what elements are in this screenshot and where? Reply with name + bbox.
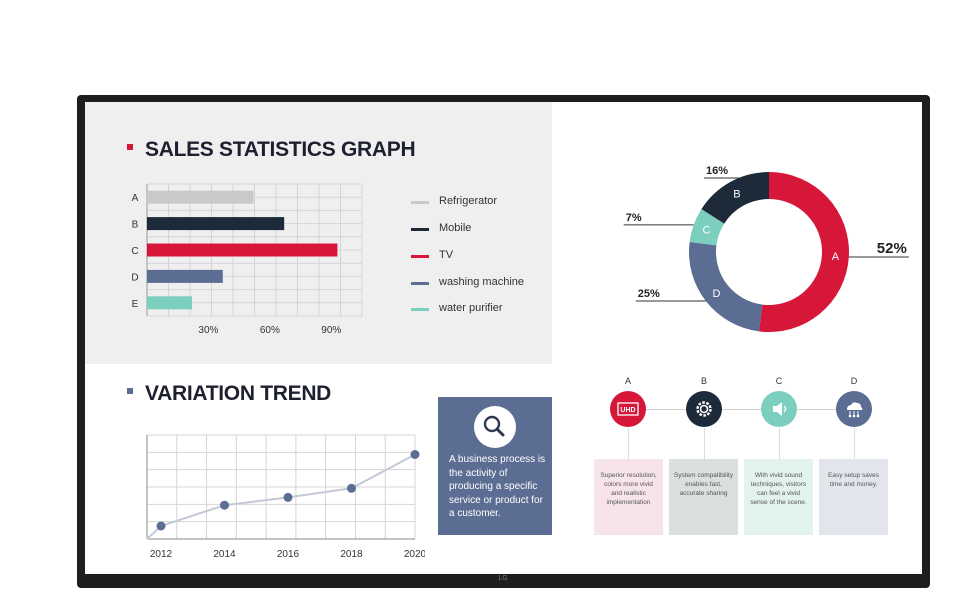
legend-label-tv: TV [439,249,454,261]
feature-d-stem [854,428,855,459]
donut-slice-label: B [733,189,740,201]
trend-title-row: VARIATION TREND [127,382,331,406]
donut-pct-label: 7% [626,212,642,224]
trend-x-label: 2012 [150,549,173,560]
tv-bezel: SALES STATISTICS GRAPH A B C D E 30% 60% 90% Re… [77,95,930,588]
sales-title: SALES STATISTICS GRAPH [145,138,416,161]
donut-slice-d [689,241,763,332]
bar-category-label: A [132,193,139,204]
donut-slice-label: C [702,224,710,236]
legend-label-water-purifier: water purifier [439,302,503,314]
info-box-text: A business process is the activity of pr… [449,454,546,519]
donut-pct-label: 52% [877,240,907,257]
bar-tick-label: 30% [198,325,218,336]
trend-x-label: 2018 [340,549,363,560]
trend-point [410,450,420,459]
bar-category-label: D [131,272,138,283]
feature-a-box: Superior resolution, colors more vivid a… [594,459,663,535]
trend-x-label: 2014 [213,549,236,560]
trend-line-chart: 2012 2014 2016 2018 2020 [146,434,425,560]
tv-screen: SALES STATISTICS GRAPH A B C D E 30% 60% 90% Re… [85,102,922,574]
trend-point [156,521,166,531]
legend-swatch-mobile [411,228,429,231]
sales-bar-chart: A B C D E 30% 60% 90% [131,183,363,336]
donut-slice-b [701,172,769,224]
sales-title-marker [127,144,133,151]
bar-c [147,243,338,257]
donut-slice-a [758,172,849,332]
feature-b-stem [704,428,705,459]
gear-icon [686,391,722,427]
bar-d [147,269,223,283]
uhd-icon-text: UHD [620,407,635,414]
trend-point [220,500,229,510]
feature-a-letter: A [624,376,631,386]
bar-category-label: B [132,220,139,231]
legend-swatch-refrigerator [411,201,429,204]
bar-tick-label: 90% [321,325,341,336]
info-box: A business process is the activity of pr… [438,397,552,535]
donut-chart: A D C B 52% 25% 7% 16% [623,165,909,332]
trend-point [347,483,356,493]
sales-title-row: SALES STATISTICS GRAPH [127,138,416,162]
feature-b-box: System compatibility enables fast, accur… [669,459,738,535]
feature-c-stem [779,428,780,459]
bar-category-label: C [131,246,138,257]
donut-pct-label: 16% [706,165,728,177]
legend-swatch-tv [411,255,429,258]
feature-b-letter: B [700,376,707,386]
feature-d-box: Easy setup saves time and money. [819,459,888,535]
bar-a [147,190,254,204]
trend-title-marker [127,388,133,395]
feature-d-letter: D [850,376,858,386]
legend-swatch-washing-machine [411,282,429,285]
trend-title: VARIATION TREND [145,382,332,405]
donut-pct-label: 25% [638,288,660,300]
feature-c-box: With vivid sound techniques, visitors ca… [744,459,813,535]
cloud-network-icon [836,391,872,427]
features-connector [633,409,855,410]
legend-label-refrigerator: Refrigerator [439,195,498,207]
feature-a-stem [628,428,629,459]
magnifier-icon [474,406,516,448]
donut-slice-label: D [712,288,720,300]
donut-slice-label: A [832,251,840,263]
donut-slice-c [689,209,725,246]
bar-tick-label: 60% [260,325,280,336]
legend-label-mobile: Mobile [439,222,472,234]
bar-category-label: E [132,299,139,310]
trend-line [146,453,416,540]
trend-point [283,492,293,502]
legend-swatch-water-purifier [411,308,429,311]
trend-x-label: 2016 [277,549,300,560]
trend-x-label: 2020 [404,549,425,560]
bar-e [147,296,193,310]
legend-label-washing-machine: washing machine [439,276,524,288]
uhd-icon: UHD [610,391,646,427]
lg-logo: LG [498,575,508,582]
feature-c-letter: C [775,376,783,386]
speaker-icon [761,391,797,427]
bar-b [147,217,285,231]
